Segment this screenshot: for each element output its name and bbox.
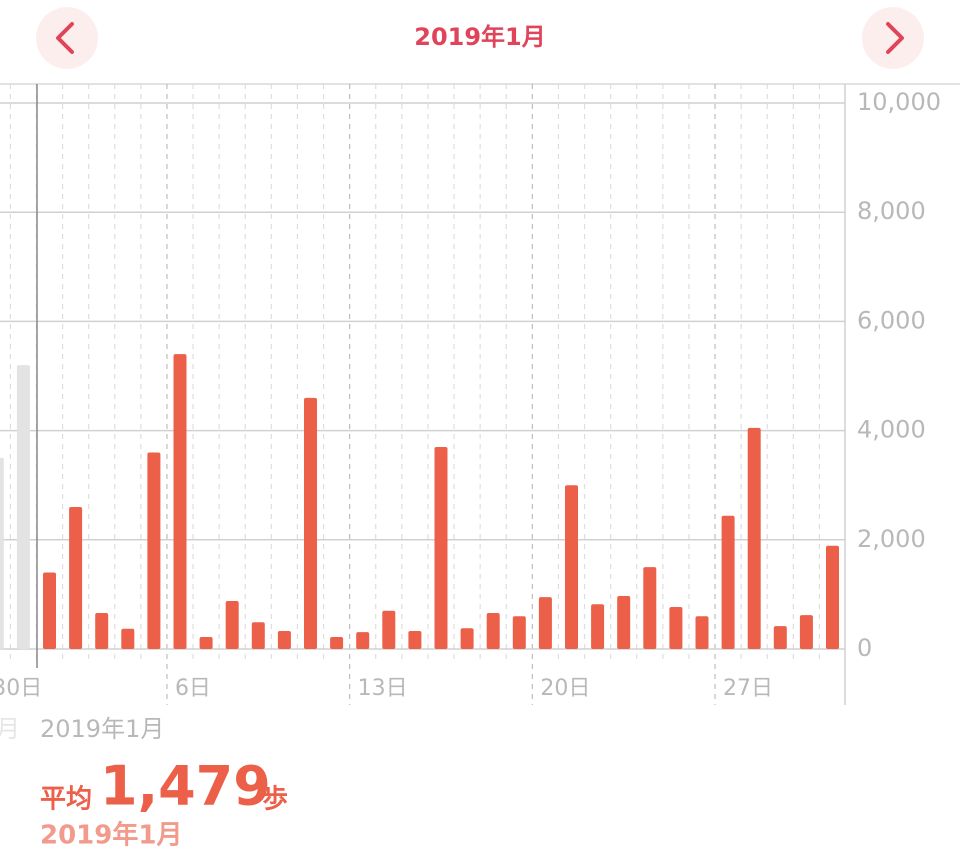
next-icon: [886, 22, 904, 54]
bar: [669, 606, 683, 649]
plot: 30日 6日 13日 20日 27日 0 2,000 4,000 6,000 8,000 10,00…: [0, 84, 941, 705]
summary-unit: 歩: [262, 785, 288, 815]
prev-icon: [56, 22, 74, 54]
bar: [460, 628, 474, 649]
bar: [173, 354, 187, 649]
bar: [330, 636, 344, 649]
x-tick-label: 20日: [540, 676, 590, 701]
x-tick-label: 30日: [0, 676, 42, 701]
y-tick-label: 4,000: [857, 416, 926, 444]
next-button[interactable]: [862, 7, 924, 69]
selection-label: 2019年1月: [40, 715, 164, 743]
summary-period: 2019年1月: [40, 820, 182, 851]
bar: [251, 622, 265, 649]
x-tick-label: 27日: [723, 676, 773, 701]
x-tick-label: 13日: [358, 676, 408, 701]
bar: [0, 457, 4, 649]
y-tick-label: 8,000: [857, 197, 926, 225]
y-tick-label: 2,000: [857, 525, 926, 553]
bar: [773, 626, 787, 649]
summary-value: 1,479: [100, 755, 271, 818]
bar: [382, 610, 396, 649]
header-title: 2019年1月: [414, 23, 546, 51]
bar: [617, 596, 631, 649]
bar: [826, 545, 839, 649]
bar: [721, 515, 735, 649]
bar: [95, 612, 109, 649]
y-tick-label: 10,000: [857, 88, 941, 116]
bar: [199, 636, 213, 649]
bar: [538, 597, 552, 649]
bar: [565, 485, 578, 649]
bar: [121, 628, 135, 649]
bar: [747, 427, 761, 649]
bar: [512, 616, 526, 649]
bar: [695, 616, 709, 649]
bar: [591, 604, 605, 649]
bar: [16, 365, 30, 649]
y-tick-label: 0: [857, 634, 872, 662]
bar: [69, 507, 83, 649]
y-tick-label: 6,000: [857, 306, 926, 334]
bar: [643, 567, 657, 649]
bar: [304, 397, 317, 649]
prev-button[interactable]: [36, 7, 98, 69]
selection-partial: 月: [0, 715, 20, 743]
bar: [408, 630, 422, 649]
bar: [356, 632, 370, 649]
bar: [147, 452, 161, 649]
bar: [43, 572, 56, 649]
x-tick-label: 6日: [175, 676, 211, 701]
summary-prefix: 平均: [40, 785, 92, 815]
bar: [225, 600, 239, 649]
bar: [434, 446, 448, 649]
bar: [486, 612, 500, 649]
bar: [277, 630, 291, 649]
bar: [799, 615, 813, 649]
